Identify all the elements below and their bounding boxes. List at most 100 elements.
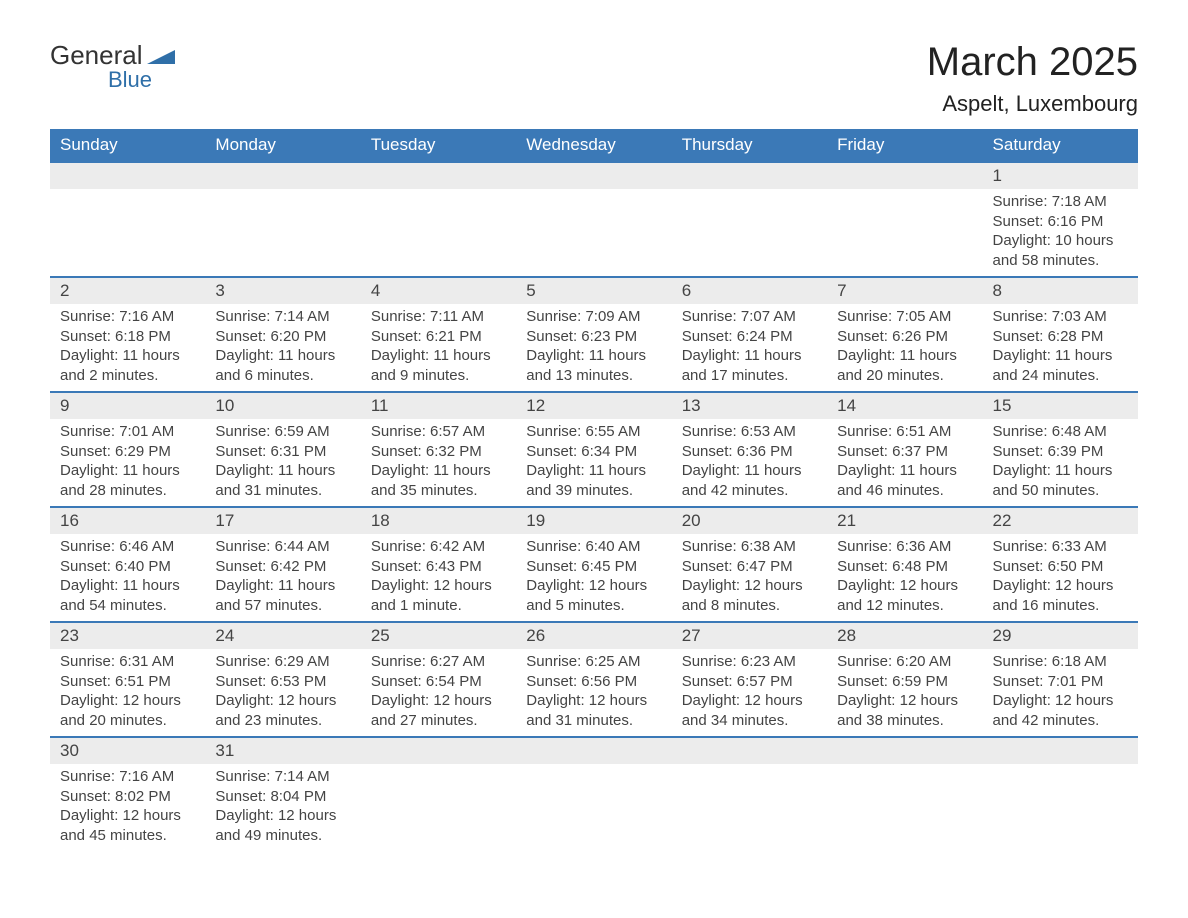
day-content-cell: Sunrise: 6:31 AMSunset: 6:51 PMDaylight:…	[50, 649, 205, 737]
day-detail-line: Daylight: 12 hours and 31 minutes.	[526, 691, 661, 730]
day-detail-line: Daylight: 12 hours and 42 minutes.	[993, 691, 1128, 730]
day-detail-line: Sunrise: 6:51 AM	[837, 422, 972, 442]
day-detail-line: Sunset: 6:51 PM	[60, 672, 195, 692]
daynum-row: 9101112131415	[50, 392, 1138, 419]
header: General Blue March 2025 Aspelt, Luxembou…	[50, 40, 1138, 117]
day-detail-line: Sunset: 6:31 PM	[215, 442, 350, 462]
day-detail-line: Sunset: 6:24 PM	[682, 327, 817, 347]
day-detail-line: Sunrise: 6:36 AM	[837, 537, 972, 557]
day-detail-line: Daylight: 10 hours and 58 minutes.	[993, 231, 1128, 270]
day-number-cell: 16	[50, 507, 205, 534]
day-number-cell: 21	[827, 507, 982, 534]
day-detail-line: Sunset: 6:36 PM	[682, 442, 817, 462]
logo-text-blue: Blue	[108, 67, 152, 93]
day-detail-line: Sunset: 6:54 PM	[371, 672, 506, 692]
day-content-cell: Sunrise: 6:59 AMSunset: 6:31 PMDaylight:…	[205, 419, 360, 507]
day-content-cell: Sunrise: 7:14 AMSunset: 8:04 PMDaylight:…	[205, 764, 360, 851]
day-number-cell: 7	[827, 277, 982, 304]
day-number-cell: 6	[672, 277, 827, 304]
day-number-cell: 3	[205, 277, 360, 304]
day-content-cell: Sunrise: 7:05 AMSunset: 6:26 PMDaylight:…	[827, 304, 982, 392]
day-number-cell	[361, 737, 516, 764]
day-detail-line: Daylight: 12 hours and 23 minutes.	[215, 691, 350, 730]
day-detail-line: Sunset: 6:34 PM	[526, 442, 661, 462]
day-detail-line: Daylight: 12 hours and 12 minutes.	[837, 576, 972, 615]
calendar-table: Sunday Monday Tuesday Wednesday Thursday…	[50, 129, 1138, 851]
day-content-cell	[516, 189, 671, 277]
day-content-cell	[361, 764, 516, 851]
day-number-cell	[361, 162, 516, 189]
weekday-header: Friday	[827, 129, 982, 162]
content-row: Sunrise: 6:46 AMSunset: 6:40 PM Daylight:…	[50, 534, 1138, 622]
day-number-cell: 14	[827, 392, 982, 419]
day-detail-line: Sunrise: 6:44 AM	[215, 537, 350, 557]
day-detail-line: Daylight: 12 hours and 38 minutes.	[837, 691, 972, 730]
day-number-cell	[516, 737, 671, 764]
day-number-cell	[672, 162, 827, 189]
day-detail-line: Daylight: 11 hours and 46 minutes.	[837, 461, 972, 500]
weekday-header: Monday	[205, 129, 360, 162]
day-detail-line: Sunset: 6:43 PM	[371, 557, 506, 577]
day-content-cell	[361, 189, 516, 277]
day-number-cell: 5	[516, 277, 671, 304]
day-content-cell: Sunrise: 7:03 AMSunset: 6:28 PMDaylight:…	[983, 304, 1138, 392]
day-detail-line: Sunset: 6:48 PM	[837, 557, 972, 577]
day-content-cell: Sunrise: 6:46 AMSunset: 6:40 PMDaylight:…	[50, 534, 205, 622]
day-detail-line: Daylight: 11 hours and 39 minutes.	[526, 461, 661, 500]
day-detail-line: Sunrise: 6:46 AM	[60, 537, 195, 557]
day-content-cell: Sunrise: 7:11 AMSunset: 6:21 PMDaylight:…	[361, 304, 516, 392]
content-row: Sunrise: 7:18 AMSunset: 6:16 PMDaylight:…	[50, 189, 1138, 277]
title-block: March 2025 Aspelt, Luxembourg	[927, 40, 1138, 117]
day-content-cell: Sunrise: 6:38 AMSunset: 6:47 PMDaylight:…	[672, 534, 827, 622]
day-detail-line: Sunrise: 7:09 AM	[526, 307, 661, 327]
day-detail-line: Sunset: 6:37 PM	[837, 442, 972, 462]
content-row: Sunrise: 7:01 AMSunset: 6:29 PMDaylight:…	[50, 419, 1138, 507]
day-detail-line: Daylight: 11 hours and 20 minutes.	[837, 346, 972, 385]
day-detail-line: Sunset: 8:04 PM	[215, 787, 350, 807]
day-content-cell: Sunrise: 7:14 AMSunset: 6:20 PMDaylight:…	[205, 304, 360, 392]
day-content-cell	[672, 189, 827, 277]
day-detail-line: Sunset: 6:45 PM	[526, 557, 661, 577]
day-detail-line: Sunrise: 7:05 AM	[837, 307, 972, 327]
day-detail-line: Sunrise: 6:29 AM	[215, 652, 350, 672]
day-number-cell: 24	[205, 622, 360, 649]
day-detail-line: Sunset: 6:56 PM	[526, 672, 661, 692]
day-content-cell	[205, 189, 360, 277]
daynum-row: 3031	[50, 737, 1138, 764]
day-detail-line: Sunrise: 6:53 AM	[682, 422, 817, 442]
day-detail-line: Daylight: 12 hours and 20 minutes.	[60, 691, 195, 730]
day-content-cell: Sunrise: 6:57 AMSunset: 6:32 PMDaylight:…	[361, 419, 516, 507]
day-detail-line: Sunset: 8:02 PM	[60, 787, 195, 807]
day-number-cell: 15	[983, 392, 1138, 419]
day-detail-line: Daylight: 12 hours and 1 minute.	[371, 576, 506, 615]
day-number-cell	[50, 162, 205, 189]
day-number-cell: 9	[50, 392, 205, 419]
day-number-cell: 1	[983, 162, 1138, 189]
day-detail-line: Sunrise: 6:55 AM	[526, 422, 661, 442]
day-detail-line: Sunrise: 7:14 AM	[215, 307, 350, 327]
day-detail-line: Sunset: 6:40 PM	[60, 557, 195, 577]
day-detail-line: Daylight: 11 hours and 50 minutes.	[993, 461, 1128, 500]
day-detail-line: Daylight: 11 hours and 57 minutes.	[215, 576, 350, 615]
day-detail-line: Sunset: 6:57 PM	[682, 672, 817, 692]
day-detail-line: Sunset: 6:21 PM	[371, 327, 506, 347]
day-content-cell: Sunrise: 6:20 AMSunset: 6:59 PMDaylight:…	[827, 649, 982, 737]
day-detail-line: Sunrise: 6:20 AM	[837, 652, 972, 672]
day-detail-line: Sunset: 6:53 PM	[215, 672, 350, 692]
day-content-cell	[827, 764, 982, 851]
day-detail-line: Sunrise: 7:14 AM	[215, 767, 350, 787]
day-detail-line: Sunrise: 6:57 AM	[371, 422, 506, 442]
day-detail-line: Sunrise: 6:25 AM	[526, 652, 661, 672]
day-content-cell: Sunrise: 6:33 AMSunset: 6:50 PMDaylight:…	[983, 534, 1138, 622]
day-number-cell: 22	[983, 507, 1138, 534]
day-number-cell	[672, 737, 827, 764]
day-content-cell: Sunrise: 6:40 AMSunset: 6:45 PMDaylight:…	[516, 534, 671, 622]
daynum-row: 1	[50, 162, 1138, 189]
day-detail-line: Sunset: 6:23 PM	[526, 327, 661, 347]
day-detail-line: Sunset: 6:26 PM	[837, 327, 972, 347]
day-number-cell: 11	[361, 392, 516, 419]
daynum-row: 2345678	[50, 277, 1138, 304]
day-content-cell	[983, 764, 1138, 851]
day-content-cell	[50, 189, 205, 277]
day-detail-line: Sunrise: 7:03 AM	[993, 307, 1128, 327]
